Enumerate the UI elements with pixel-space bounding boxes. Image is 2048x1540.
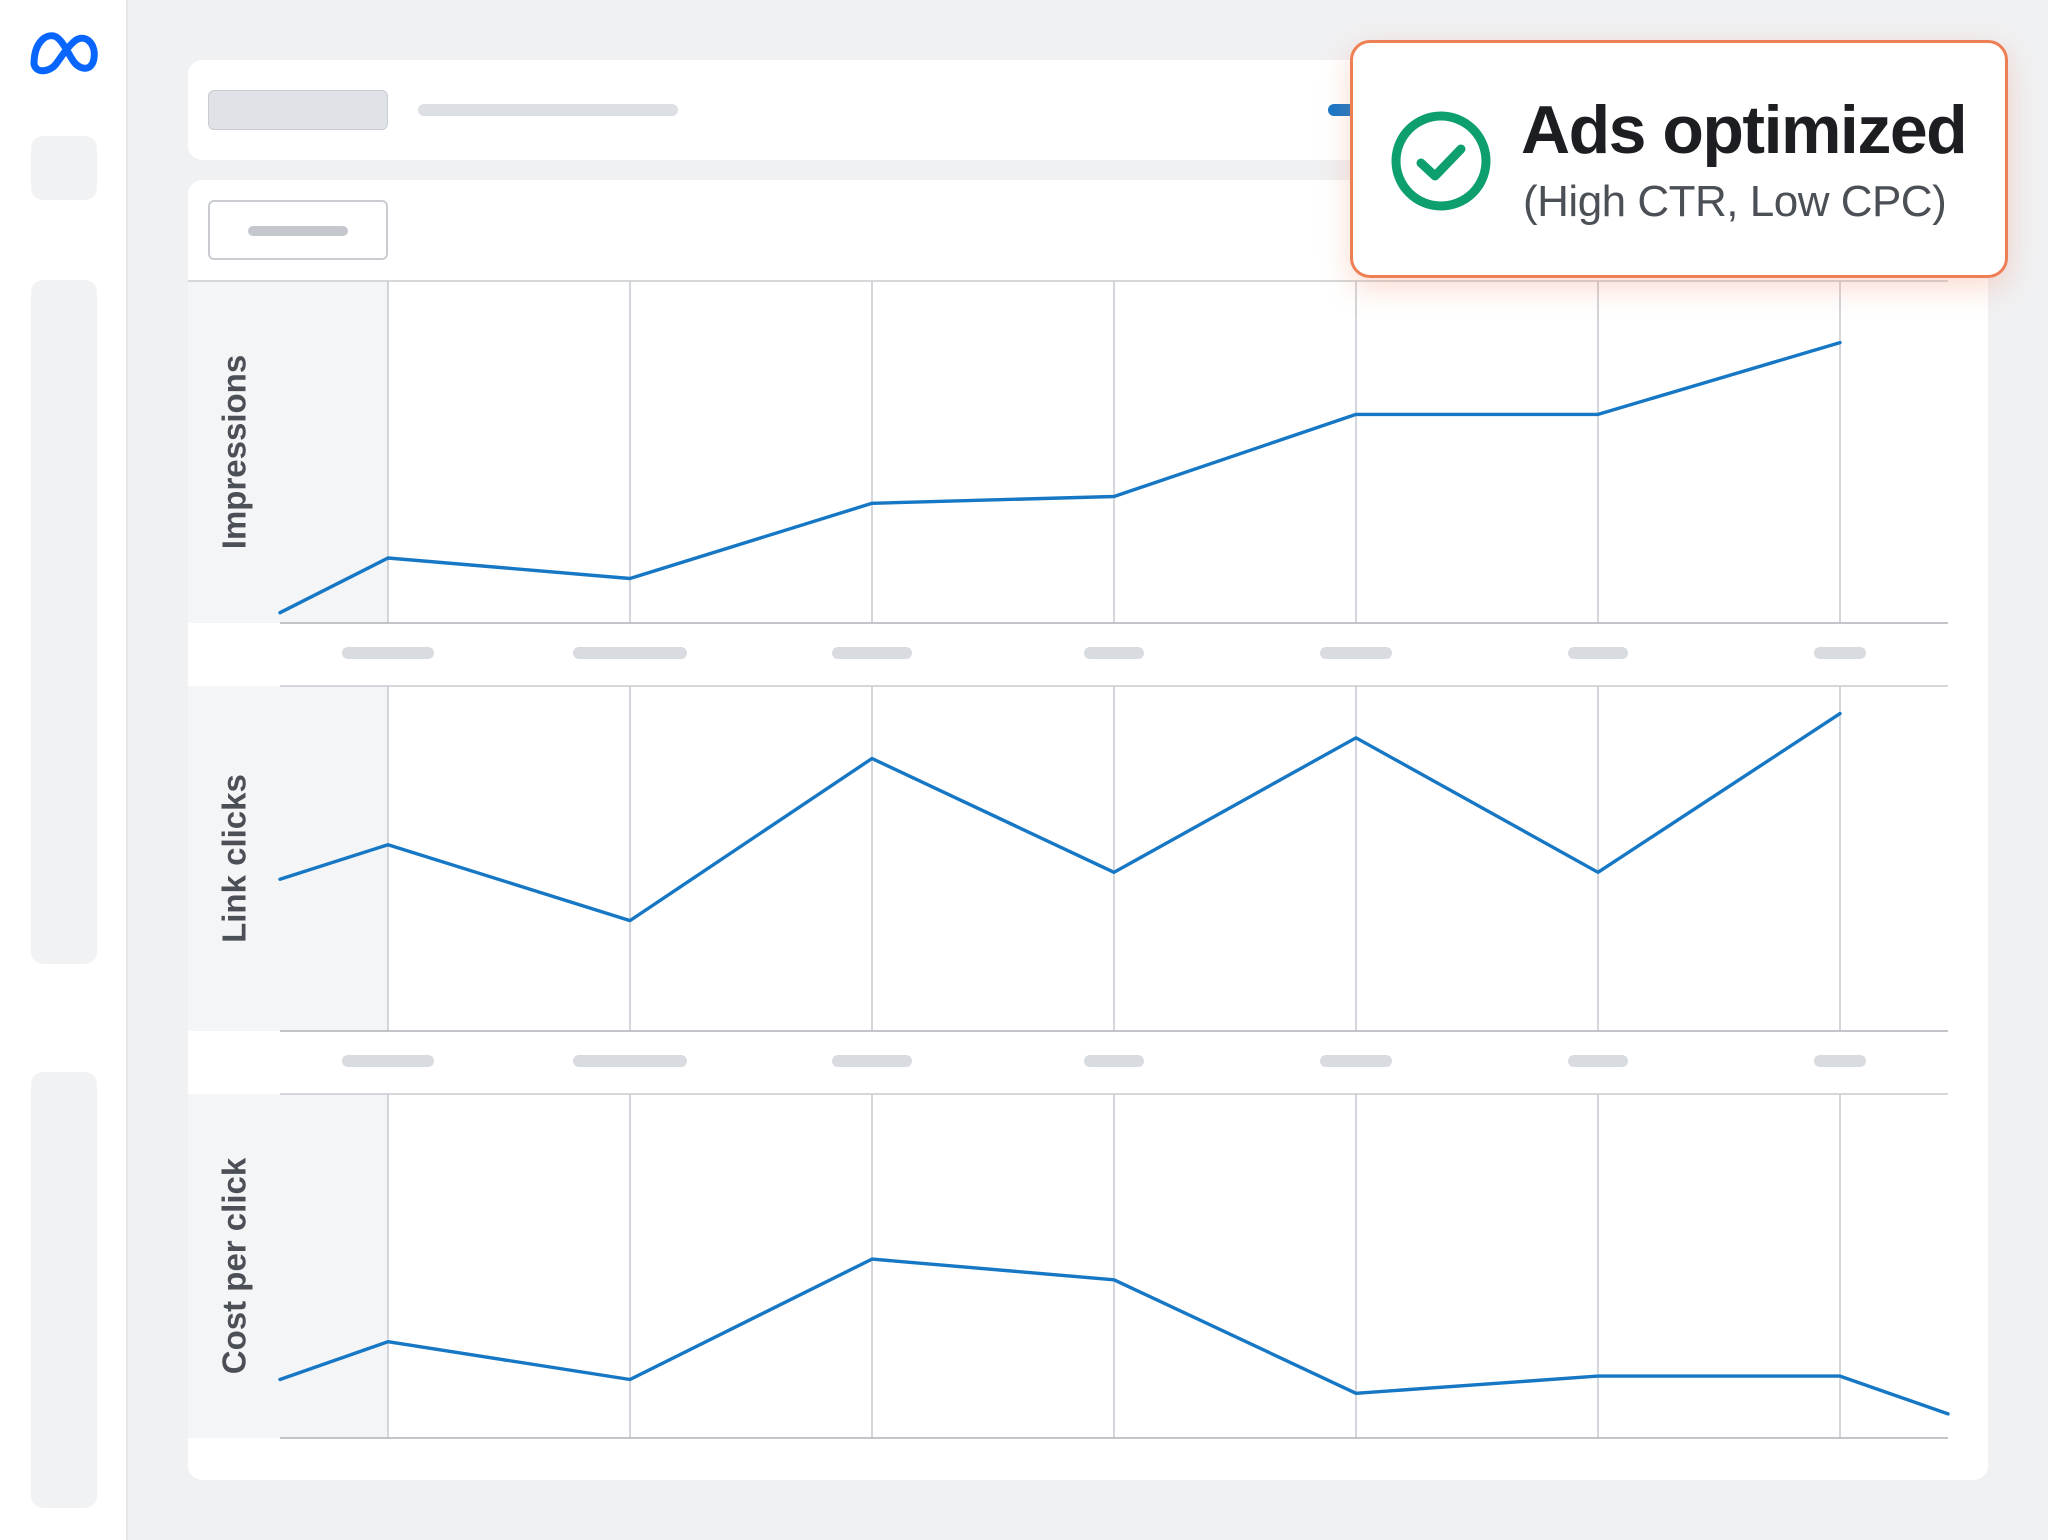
date-filter-button[interactable] bbox=[208, 200, 388, 260]
axis-label-band bbox=[188, 281, 388, 623]
notification-title: Ads optimized bbox=[1521, 92, 1968, 168]
x-tick-placeholder bbox=[342, 647, 434, 659]
sidebar-item[interactable] bbox=[31, 136, 97, 200]
axis-label-band bbox=[188, 1094, 388, 1438]
x-tick-placeholder bbox=[1084, 1055, 1144, 1067]
meta-logo-icon[interactable] bbox=[26, 28, 102, 78]
sidebar-section[interactable] bbox=[31, 1072, 97, 1508]
x-tick-placeholder bbox=[573, 647, 687, 659]
series-line bbox=[278, 711, 1842, 923]
y-axis-label: Cost per click bbox=[216, 1157, 253, 1374]
x-tick-placeholder bbox=[1814, 647, 1866, 659]
sidebar-section[interactable] bbox=[31, 280, 97, 964]
filter-label-placeholder bbox=[248, 226, 348, 236]
x-tick-placeholder bbox=[1568, 1055, 1628, 1067]
x-tick-placeholder bbox=[342, 1055, 434, 1067]
x-tick-placeholder bbox=[832, 647, 912, 659]
x-tick-placeholder bbox=[1084, 647, 1144, 659]
series-line bbox=[278, 1257, 1950, 1416]
axis-label-band bbox=[188, 686, 388, 1031]
y-axis-label: Impressions bbox=[216, 355, 253, 549]
x-tick-placeholder bbox=[832, 1055, 912, 1067]
x-tick-placeholder bbox=[1320, 647, 1392, 659]
breadcrumb-placeholder bbox=[418, 104, 678, 116]
performance-card bbox=[188, 180, 1988, 1480]
sidebar bbox=[0, 0, 128, 1540]
notification-subtitle: (High CTR, Low CPC) bbox=[1523, 177, 1947, 226]
check-circle-icon bbox=[1391, 111, 1491, 211]
x-tick-placeholder bbox=[1320, 1055, 1392, 1067]
series-line bbox=[278, 340, 1842, 615]
account-button[interactable] bbox=[208, 90, 388, 130]
y-axis-label: Link clicks bbox=[216, 774, 253, 943]
x-tick-placeholder bbox=[573, 1055, 687, 1067]
x-tick-placeholder bbox=[1568, 647, 1628, 659]
optimization-notification: Ads optimized (High CTR, Low CPC) bbox=[1350, 40, 2008, 278]
x-tick-placeholder bbox=[1814, 1055, 1866, 1067]
